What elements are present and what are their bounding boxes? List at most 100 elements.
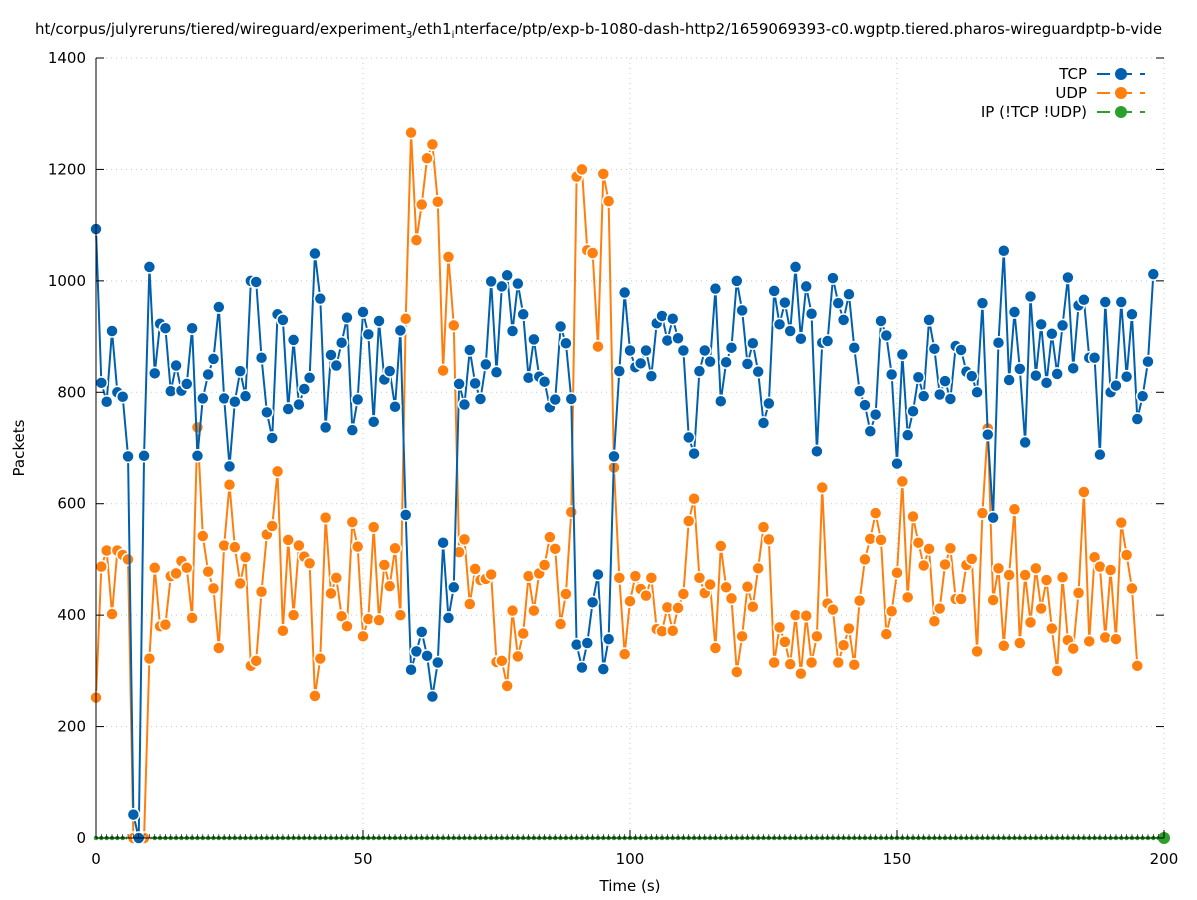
data-point bbox=[180, 377, 194, 391]
data-point bbox=[313, 651, 328, 666]
y-tick-label: 200 bbox=[57, 718, 86, 736]
data-point bbox=[970, 385, 984, 400]
data-point bbox=[1023, 615, 1038, 630]
grid-lines bbox=[95, 57, 1165, 839]
data-point bbox=[714, 539, 728, 553]
data-point bbox=[794, 332, 808, 346]
data-point bbox=[1141, 354, 1155, 369]
data-point bbox=[388, 541, 402, 556]
data-point bbox=[617, 285, 632, 300]
data-point bbox=[1023, 289, 1038, 304]
data-point bbox=[158, 617, 173, 632]
data-point bbox=[665, 311, 680, 326]
legend-label: TCP bbox=[1058, 65, 1087, 83]
data-point bbox=[548, 392, 562, 407]
data-point bbox=[863, 424, 878, 439]
data-point bbox=[420, 649, 434, 663]
data-point bbox=[425, 689, 440, 704]
data-point bbox=[356, 629, 370, 644]
data-point bbox=[431, 194, 445, 209]
data-point bbox=[591, 339, 605, 354]
data-point bbox=[527, 332, 541, 347]
data-point bbox=[361, 327, 376, 342]
data-point bbox=[447, 318, 461, 333]
data-point bbox=[260, 405, 274, 420]
data-point bbox=[137, 449, 151, 463]
data-point bbox=[249, 654, 263, 668]
data-point bbox=[1007, 502, 1022, 517]
data-point bbox=[623, 343, 637, 358]
data-point bbox=[1125, 581, 1139, 596]
data-point bbox=[436, 363, 450, 378]
data-point bbox=[185, 611, 199, 625]
data-point bbox=[879, 328, 894, 343]
data-point bbox=[553, 319, 568, 334]
data-point bbox=[938, 557, 952, 572]
data-point bbox=[1050, 367, 1064, 381]
data-point bbox=[302, 556, 317, 571]
legend-marker bbox=[1115, 68, 1127, 80]
data-point bbox=[767, 655, 781, 670]
series-udp bbox=[89, 125, 1145, 845]
data-point bbox=[196, 529, 210, 543]
data-point bbox=[398, 508, 413, 522]
data-point bbox=[612, 364, 627, 378]
data-point bbox=[564, 392, 579, 406]
data-point bbox=[233, 364, 247, 378]
data-point bbox=[671, 601, 685, 615]
data-point bbox=[1018, 568, 1032, 582]
data-point bbox=[991, 335, 1006, 350]
data-point bbox=[778, 635, 792, 649]
data-point bbox=[308, 246, 322, 261]
data-point bbox=[1093, 447, 1107, 462]
data-point bbox=[382, 364, 397, 378]
data-point bbox=[895, 474, 910, 489]
data-point bbox=[495, 654, 509, 668]
data-point bbox=[954, 592, 968, 606]
data-point bbox=[783, 324, 797, 338]
x-tick-label: 100 bbox=[616, 850, 645, 868]
data-point bbox=[740, 357, 755, 371]
data-point bbox=[196, 391, 210, 406]
data-point bbox=[986, 593, 1000, 607]
data-point bbox=[692, 571, 707, 585]
data-point bbox=[324, 586, 338, 601]
data-point bbox=[804, 306, 819, 321]
data-point bbox=[324, 348, 338, 362]
data-point bbox=[222, 478, 237, 492]
data-point bbox=[265, 431, 279, 445]
data-point bbox=[345, 515, 360, 529]
data-point bbox=[884, 367, 899, 382]
data-point bbox=[585, 246, 600, 260]
data-point bbox=[644, 571, 659, 585]
data-point bbox=[681, 514, 696, 528]
data-point bbox=[943, 392, 958, 406]
data-point bbox=[927, 342, 942, 356]
data-point bbox=[527, 603, 541, 618]
legend-label: IP (!TCP !UDP) bbox=[981, 103, 1087, 121]
data-point bbox=[724, 340, 739, 355]
data-point bbox=[404, 662, 418, 677]
data-point bbox=[698, 343, 712, 358]
data-point bbox=[511, 276, 525, 291]
data-point bbox=[922, 542, 936, 556]
data-point bbox=[1045, 327, 1059, 341]
data-point bbox=[1034, 601, 1048, 616]
data-point bbox=[719, 355, 733, 369]
data-point bbox=[468, 562, 482, 576]
data-point bbox=[495, 279, 509, 294]
data-point bbox=[740, 579, 755, 594]
data-point bbox=[1034, 317, 1048, 332]
y-tick-label: 400 bbox=[57, 606, 86, 624]
data-point bbox=[366, 520, 381, 534]
data-point bbox=[724, 591, 739, 606]
data-point bbox=[810, 629, 824, 644]
data-point bbox=[334, 335, 349, 350]
data-point bbox=[463, 343, 477, 357]
data-point bbox=[858, 398, 872, 412]
x-axis-label: Time (s) bbox=[599, 877, 661, 895]
data-point bbox=[1029, 561, 1043, 576]
data-point bbox=[457, 532, 472, 547]
data-point bbox=[1130, 412, 1145, 426]
